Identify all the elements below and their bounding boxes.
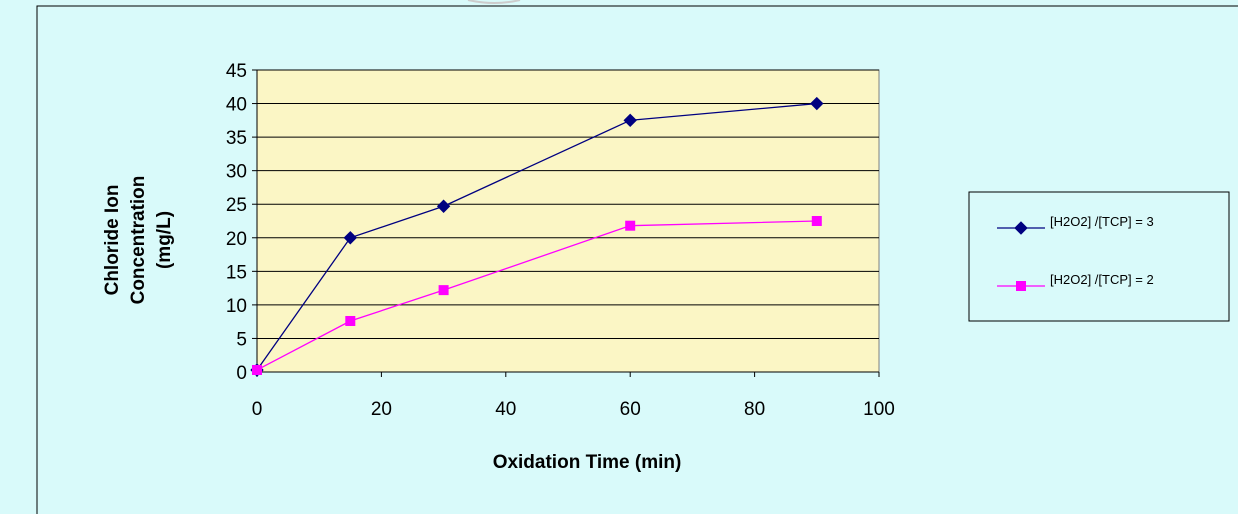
chart-area-border [36,5,1238,514]
y-tick-label: 5 [236,329,247,350]
y-tick-label: 15 [226,262,247,283]
y-axis-title-line: Concentration [128,176,149,305]
x-tick-label: 20 [371,399,392,420]
legend-series-1-marker [1014,221,1028,235]
x-tick-label: 60 [620,399,641,420]
series-1-point [343,231,358,245]
x-tick-label: 40 [495,399,516,420]
plot-background [256,69,880,373]
series-2-point [625,220,636,231]
legend-box [968,191,1230,322]
plot-area: 0 5 10 15 20 25 30 35 40 45 0 20 40 60 80 100 [226,61,895,420]
legend-series-1-label: [H2O2] /[TCP] = 3 [1050,214,1154,229]
series-1-point [623,113,637,128]
series-2-point [438,285,449,296]
y-tick-label: 30 [226,162,247,183]
series-2-point [345,315,356,326]
series-1-point [436,199,451,213]
y-tick-label: 20 [226,229,247,250]
x-tick-label: 80 [744,399,765,420]
x-tick-label: 100 [863,399,895,420]
y-tick-label: 35 [226,128,247,149]
y-axis-title-line: Chloride Ion [102,185,123,296]
y-tick-label: 25 [226,195,247,216]
y-tick-label: 10 [226,296,247,317]
series-1-point [810,96,824,111]
x-tick-label: 0 [252,399,263,420]
y-tick-label: 40 [226,95,247,116]
y-axis-title: Chloride Ion Concentration (mg/L) [102,176,175,305]
legend: [H2O2] /[TCP] = 3 [H2O2] /[TCP] = 2 [968,191,1230,322]
y-tick-label: 45 [226,61,247,82]
series-2-point [252,364,262,375]
y-tick-label: 0 [236,363,247,384]
y-axis-title-line: (mg/L) [154,211,175,269]
page-decoration-mark [467,0,521,4]
series-2-point [811,216,822,226]
legend-series-2-marker [1016,281,1026,291]
legend-series-2-label: [H2O2] /[TCP] = 2 [1050,272,1154,287]
x-axis-title: Oxidation Time (min) [493,452,682,473]
